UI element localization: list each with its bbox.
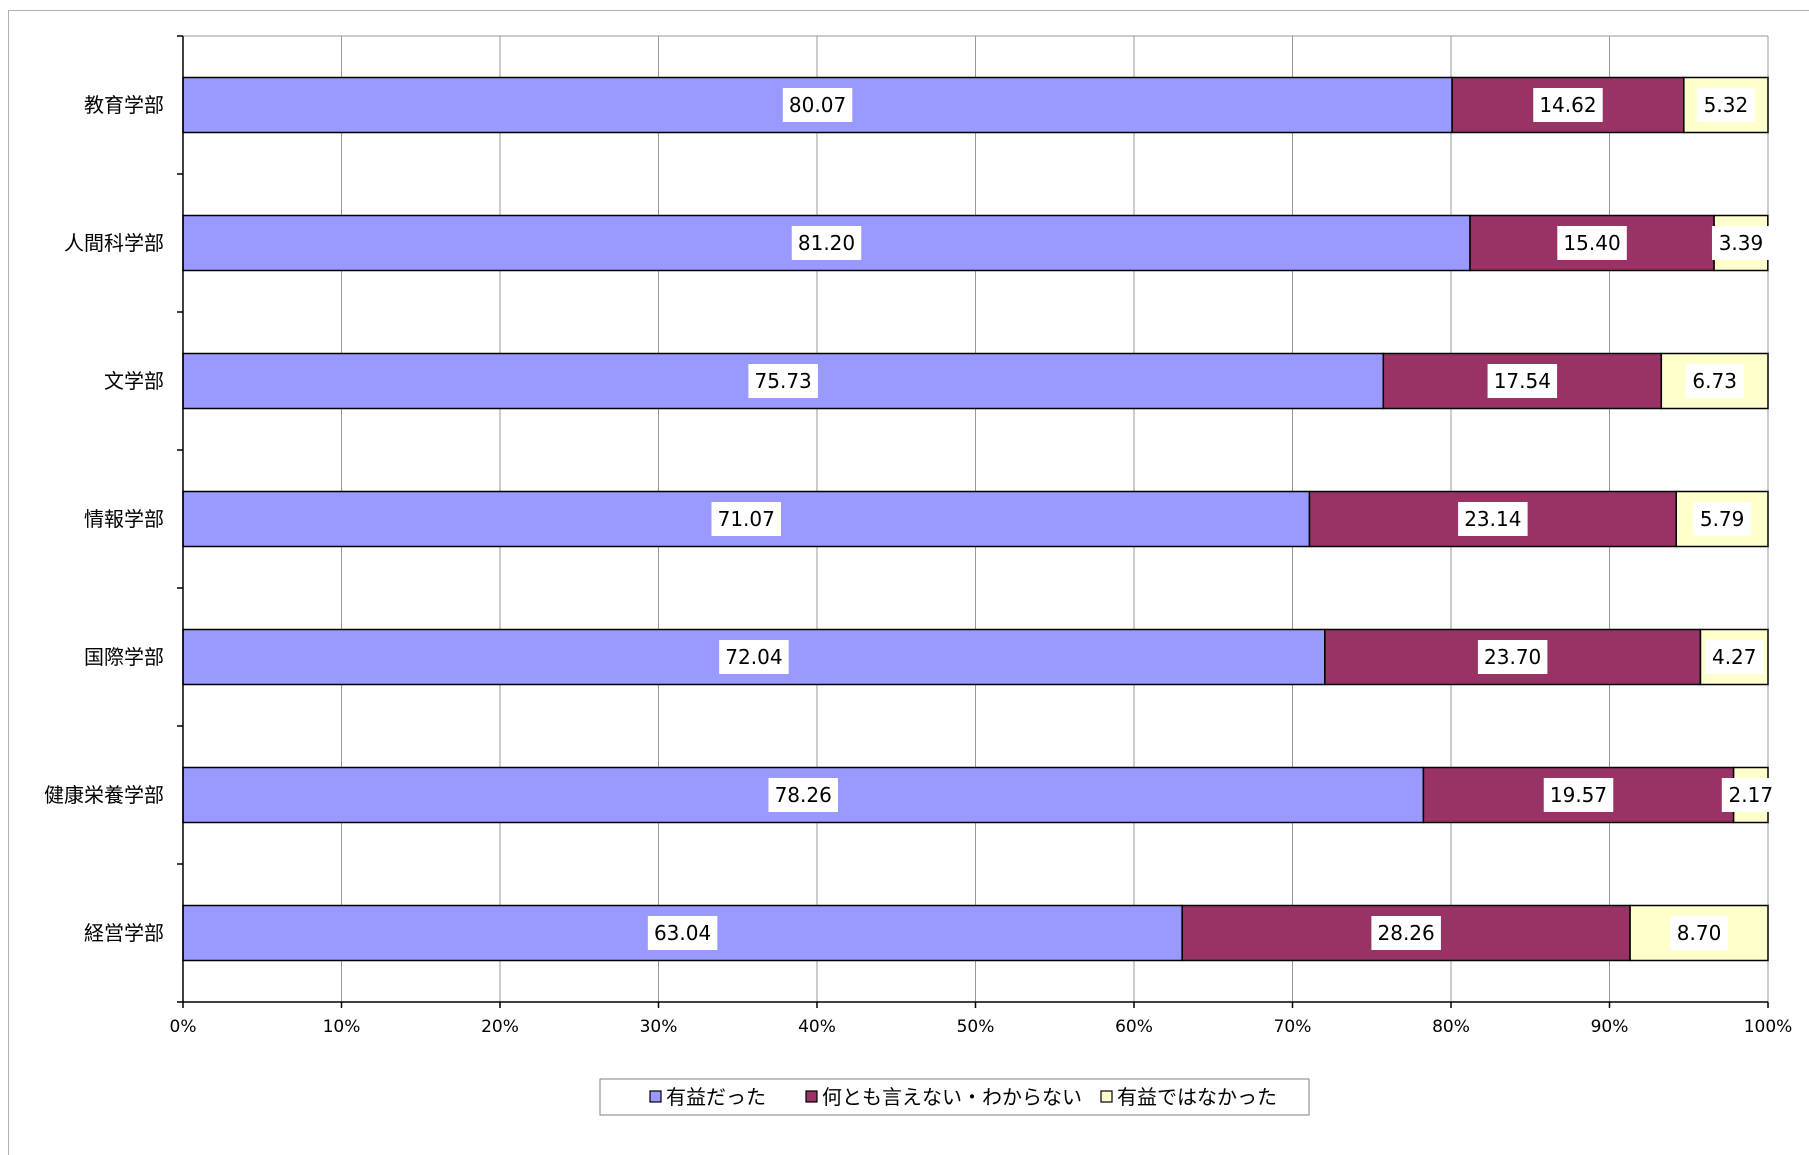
data-label: 8.70 xyxy=(1677,921,1722,945)
category-label: 文学部 xyxy=(104,369,164,393)
data-label-box xyxy=(1533,88,1603,122)
data-label: 5.79 xyxy=(1700,507,1745,531)
category-label: 教育学部 xyxy=(84,93,164,117)
data-label: 2.17 xyxy=(1729,783,1774,807)
x-tick-label: 60% xyxy=(1115,1017,1153,1037)
data-label-box xyxy=(1705,640,1764,674)
legend: 有益だった 何とも言えない・わからない 有益ではなかった xyxy=(599,1078,1310,1116)
category-label: 情報学部 xyxy=(84,507,164,531)
legend-box xyxy=(599,1078,1310,1116)
data-label: 15.40 xyxy=(1563,231,1620,255)
data-label: 17.54 xyxy=(1494,369,1551,393)
data-label-box xyxy=(1685,364,1744,398)
data-label-box xyxy=(1721,778,1780,812)
category-label: 健康栄養学部 xyxy=(44,783,164,807)
data-label-box xyxy=(1543,778,1614,812)
data-label: 72.04 xyxy=(725,645,782,669)
data-label-box xyxy=(768,778,838,812)
data-label: 71.07 xyxy=(718,507,775,531)
data-label-box xyxy=(1557,226,1627,260)
data-label: 75.73 xyxy=(755,369,812,393)
x-tick-label: 40% xyxy=(798,1017,836,1037)
category-label: 国際学部 xyxy=(84,645,164,669)
legend-label: 何とも言えない・わからない xyxy=(822,1085,1082,1109)
data-label-box xyxy=(1693,502,1752,536)
data-label: 3.39 xyxy=(1719,231,1764,255)
legend-swatch xyxy=(649,1090,662,1103)
data-label: 80.07 xyxy=(789,93,846,117)
data-label: 5.32 xyxy=(1704,93,1749,117)
x-tick-label: 70% xyxy=(1274,1017,1312,1037)
legend-swatch xyxy=(805,1090,818,1103)
data-label-box xyxy=(1711,226,1770,260)
data-label-box xyxy=(1477,640,1548,674)
data-label-box xyxy=(791,226,862,260)
chart-frame xyxy=(8,10,1809,1155)
x-tick-label: 30% xyxy=(640,1017,678,1037)
x-tick-label: 90% xyxy=(1591,1017,1629,1037)
x-tick-label: 0% xyxy=(170,1017,197,1037)
data-label: 14.62 xyxy=(1539,93,1596,117)
data-label: 81.20 xyxy=(798,231,855,255)
bars: 80.07 14.62 5.32 81.20 15.40 3.39 75.73 17.54 6.… xyxy=(182,76,1780,962)
data-label: 23.14 xyxy=(1464,507,1521,531)
data-label: 4.27 xyxy=(1712,645,1757,669)
data-label-box xyxy=(1670,916,1729,950)
data-label: 78.26 xyxy=(775,783,832,807)
data-label-box xyxy=(748,364,818,398)
data-label-box xyxy=(647,916,718,950)
x-tick-label: 10% xyxy=(323,1017,361,1037)
data-label-box xyxy=(719,640,789,674)
data-label: 63.04 xyxy=(654,921,711,945)
x-tick-label: 80% xyxy=(1432,1017,1470,1037)
axes: 0% 10% 20% 30% 40% 50% 60% 70% 80% 90% 100% 教育学部人間科… xyxy=(44,35,1793,1037)
legend-swatch xyxy=(1100,1090,1113,1103)
data-label-box xyxy=(1487,364,1558,398)
legend-label: 有益ではなかった xyxy=(1117,1085,1277,1109)
x-tick-label: 100% xyxy=(1744,1017,1793,1037)
x-tick-label: 50% xyxy=(957,1017,995,1037)
data-label-box xyxy=(1371,916,1441,950)
data-label: 6.73 xyxy=(1692,369,1737,393)
data-label-box xyxy=(782,88,853,122)
data-label: 23.70 xyxy=(1484,645,1541,669)
category-label: 経営学部 xyxy=(84,921,164,945)
data-label: 19.57 xyxy=(1550,783,1607,807)
data-label-box xyxy=(1696,88,1755,122)
data-label-box xyxy=(711,502,781,536)
category-label: 人間科学部 xyxy=(64,231,164,255)
data-label: 28.26 xyxy=(1378,921,1435,945)
legend-label: 有益だった xyxy=(666,1085,766,1109)
data-label-box xyxy=(1458,502,1528,536)
x-tick-label: 20% xyxy=(481,1017,519,1037)
